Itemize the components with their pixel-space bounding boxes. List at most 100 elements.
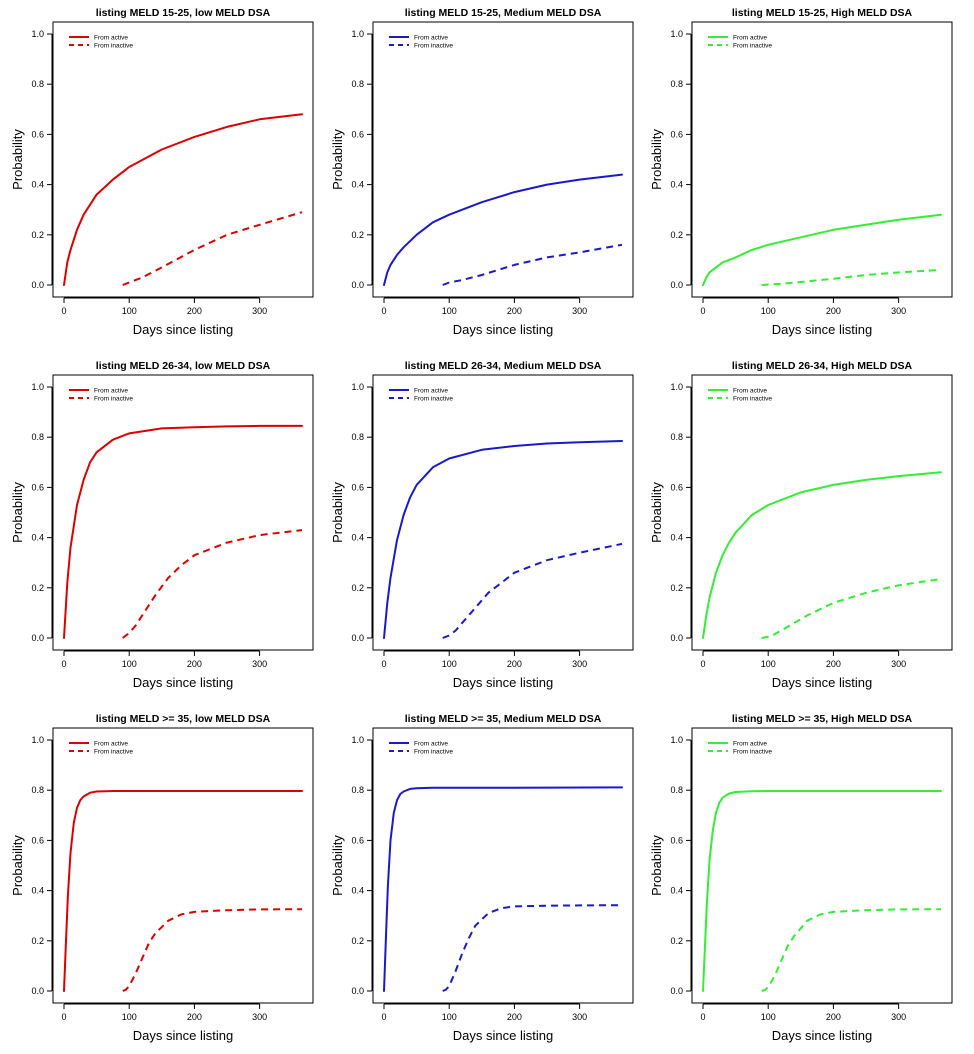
series-line-from-inactive: [761, 908, 942, 992]
legend-label: From active: [94, 34, 128, 41]
x-tick-label: 100: [442, 306, 457, 316]
chart-title: listing MELD >= 35, Medium MELD DSA: [405, 713, 602, 725]
chart-panel: listing MELD >= 35, low MELD DSA 0.0 0.2 0.…: [10, 713, 314, 1043]
x-tick-label: 0: [381, 659, 386, 669]
x-tick-label: 300: [252, 659, 267, 669]
legend-label: From inactive: [94, 42, 133, 49]
y-tick-label: 0.8: [351, 79, 364, 89]
series-line-from-inactive: [442, 243, 623, 286]
plot-frame: [691, 727, 953, 1004]
x-tick-label: 200: [507, 1012, 522, 1022]
series-line-from-inactive: [761, 268, 942, 286]
y-axis-label: Probability: [330, 835, 345, 896]
x-tick-label: 100: [442, 1012, 457, 1022]
legend-label: From inactive: [94, 395, 133, 402]
y-tick-label: 0.0: [670, 986, 683, 996]
legend-label: From active: [414, 740, 448, 747]
x-tick-label: 100: [442, 659, 457, 669]
x-axis-label: Days since listing: [772, 675, 872, 690]
legend-label: From active: [733, 387, 767, 394]
series-line-from-inactive: [122, 529, 303, 639]
y-tick-label: 0.6: [351, 129, 364, 139]
y-axis-label: Probability: [649, 835, 664, 896]
legend-label: From inactive: [414, 395, 453, 402]
y-tick-label: 0.4: [31, 180, 44, 190]
legend-label: From inactive: [414, 748, 453, 755]
legend-label: From active: [414, 34, 448, 41]
y-tick-label: 1.0: [31, 29, 44, 39]
legend-label: From active: [94, 387, 128, 394]
legend-label: From active: [733, 740, 767, 747]
chart-title: listing MELD >= 35, High MELD DSA: [732, 713, 913, 725]
x-axis-label: Days since listing: [133, 1028, 233, 1043]
y-tick-label: 0.2: [670, 583, 683, 593]
x-tick-label: 100: [761, 306, 776, 316]
y-tick-label: 0.2: [670, 230, 683, 240]
y-tick-label: 0.8: [670, 432, 683, 442]
x-tick-label: 300: [572, 1012, 587, 1022]
x-tick-label: 100: [761, 659, 776, 669]
x-tick-label: 200: [826, 306, 841, 316]
y-tick-label: 0.6: [351, 482, 364, 492]
y-tick-label: 0.2: [31, 583, 44, 593]
x-tick-label: 300: [891, 306, 906, 316]
y-tick-label: 0.0: [31, 986, 44, 996]
y-tick-label: 1.0: [31, 735, 44, 745]
chart-title: listing MELD 15-25, Medium MELD DSA: [405, 7, 602, 19]
series-line-from-active: [702, 790, 942, 992]
legend-label: From inactive: [733, 395, 772, 402]
legend-label: From active: [94, 740, 128, 747]
y-tick-label: 0.4: [351, 886, 364, 896]
y-tick-label: 1.0: [351, 735, 364, 745]
series-line-from-active: [63, 113, 303, 286]
y-tick-label: 0.0: [351, 633, 364, 643]
x-tick-label: 200: [187, 1012, 202, 1022]
chart-title: listing MELD 26-34, High MELD DSA: [732, 360, 913, 372]
y-tick-label: 0.0: [670, 280, 683, 290]
y-axis-label: Probability: [649, 129, 664, 190]
y-axis-label: Probability: [330, 129, 345, 190]
series-line-from-inactive: [122, 211, 303, 286]
plot-frame: [52, 727, 314, 1004]
y-tick-label: 0.2: [31, 230, 44, 240]
series-line-from-inactive: [442, 904, 623, 992]
x-tick-label: 200: [187, 306, 202, 316]
x-axis-label: Days since listing: [453, 1028, 553, 1043]
plot-frame: [372, 374, 634, 651]
x-tick-label: 200: [826, 1012, 841, 1022]
x-axis-label: Days since listing: [453, 322, 553, 337]
y-tick-label: 0.8: [351, 785, 364, 795]
y-tick-label: 0.4: [351, 180, 364, 190]
series-line-from-inactive: [442, 542, 623, 639]
series-line-from-active: [702, 471, 942, 639]
x-axis-label: Days since listing: [772, 1028, 872, 1043]
x-tick-label: 200: [187, 659, 202, 669]
chart-panel: listing MELD 15-25, High MELD DSA 0.0 0.2 0…: [649, 7, 953, 337]
x-tick-label: 0: [61, 659, 66, 669]
y-tick-label: 0.4: [670, 886, 683, 896]
chart-title: listing MELD 15-25, High MELD DSA: [732, 7, 913, 19]
chart-title: listing MELD >= 35, low MELD DSA: [96, 713, 271, 725]
y-tick-label: 0.6: [670, 835, 683, 845]
x-tick-label: 300: [891, 1012, 906, 1022]
plot-frame: [372, 21, 634, 298]
legend-label: From active: [414, 387, 448, 394]
legend-label: From inactive: [94, 748, 133, 755]
y-tick-label: 1.0: [351, 382, 364, 392]
x-tick-label: 100: [122, 306, 137, 316]
y-tick-label: 0.6: [670, 482, 683, 492]
y-tick-label: 0.2: [351, 936, 364, 946]
x-axis-label: Days since listing: [133, 322, 233, 337]
y-tick-label: 0.0: [31, 280, 44, 290]
chart-title: listing MELD 26-34, low MELD DSA: [96, 360, 271, 372]
chart-panel: listing MELD 15-25, Medium MELD DSA 0.0 0.…: [330, 7, 634, 337]
y-tick-label: 0.6: [31, 835, 44, 845]
chart-panel: listing MELD 26-34, Medium MELD DSA 0.0 0.…: [330, 360, 634, 690]
y-axis-label: Probability: [10, 129, 25, 190]
y-tick-label: 0.8: [31, 785, 44, 795]
x-tick-label: 0: [700, 1012, 705, 1022]
y-tick-label: 1.0: [670, 29, 683, 39]
x-tick-label: 0: [61, 306, 66, 316]
x-tick-label: 100: [761, 1012, 776, 1022]
